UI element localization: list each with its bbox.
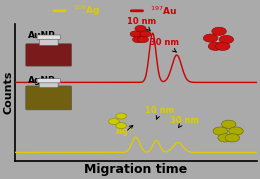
Circle shape bbox=[109, 118, 119, 125]
Circle shape bbox=[116, 123, 127, 129]
Text: AuNP: AuNP bbox=[28, 31, 56, 40]
FancyBboxPatch shape bbox=[26, 44, 72, 66]
Text: Ag$^+$: Ag$^+$ bbox=[115, 125, 135, 139]
Circle shape bbox=[140, 31, 151, 37]
Circle shape bbox=[222, 120, 236, 128]
Text: $^{109}$Ag: $^{109}$Ag bbox=[73, 4, 100, 18]
FancyBboxPatch shape bbox=[39, 81, 58, 88]
Circle shape bbox=[225, 134, 240, 142]
Circle shape bbox=[208, 42, 223, 50]
Circle shape bbox=[137, 36, 148, 43]
Text: $^{197}$Au: $^{197}$Au bbox=[150, 5, 177, 17]
Circle shape bbox=[229, 127, 243, 135]
FancyBboxPatch shape bbox=[37, 35, 60, 39]
Circle shape bbox=[203, 34, 218, 42]
Circle shape bbox=[130, 31, 141, 37]
X-axis label: Migration time: Migration time bbox=[84, 163, 187, 176]
Circle shape bbox=[133, 36, 144, 43]
Y-axis label: Counts: Counts bbox=[3, 71, 14, 115]
FancyBboxPatch shape bbox=[39, 38, 58, 45]
Circle shape bbox=[212, 27, 226, 35]
Circle shape bbox=[216, 42, 230, 50]
Text: 30 nm: 30 nm bbox=[170, 116, 199, 128]
FancyBboxPatch shape bbox=[26, 86, 72, 110]
Text: 10 nm: 10 nm bbox=[145, 106, 174, 119]
Text: 30 nm: 30 nm bbox=[150, 38, 179, 52]
Circle shape bbox=[218, 134, 232, 142]
Text: 10 nm: 10 nm bbox=[127, 17, 156, 31]
Text: AgNP: AgNP bbox=[28, 76, 56, 85]
Circle shape bbox=[135, 25, 146, 32]
Circle shape bbox=[219, 35, 233, 44]
Circle shape bbox=[213, 127, 228, 135]
FancyBboxPatch shape bbox=[37, 79, 60, 83]
Circle shape bbox=[116, 113, 127, 119]
